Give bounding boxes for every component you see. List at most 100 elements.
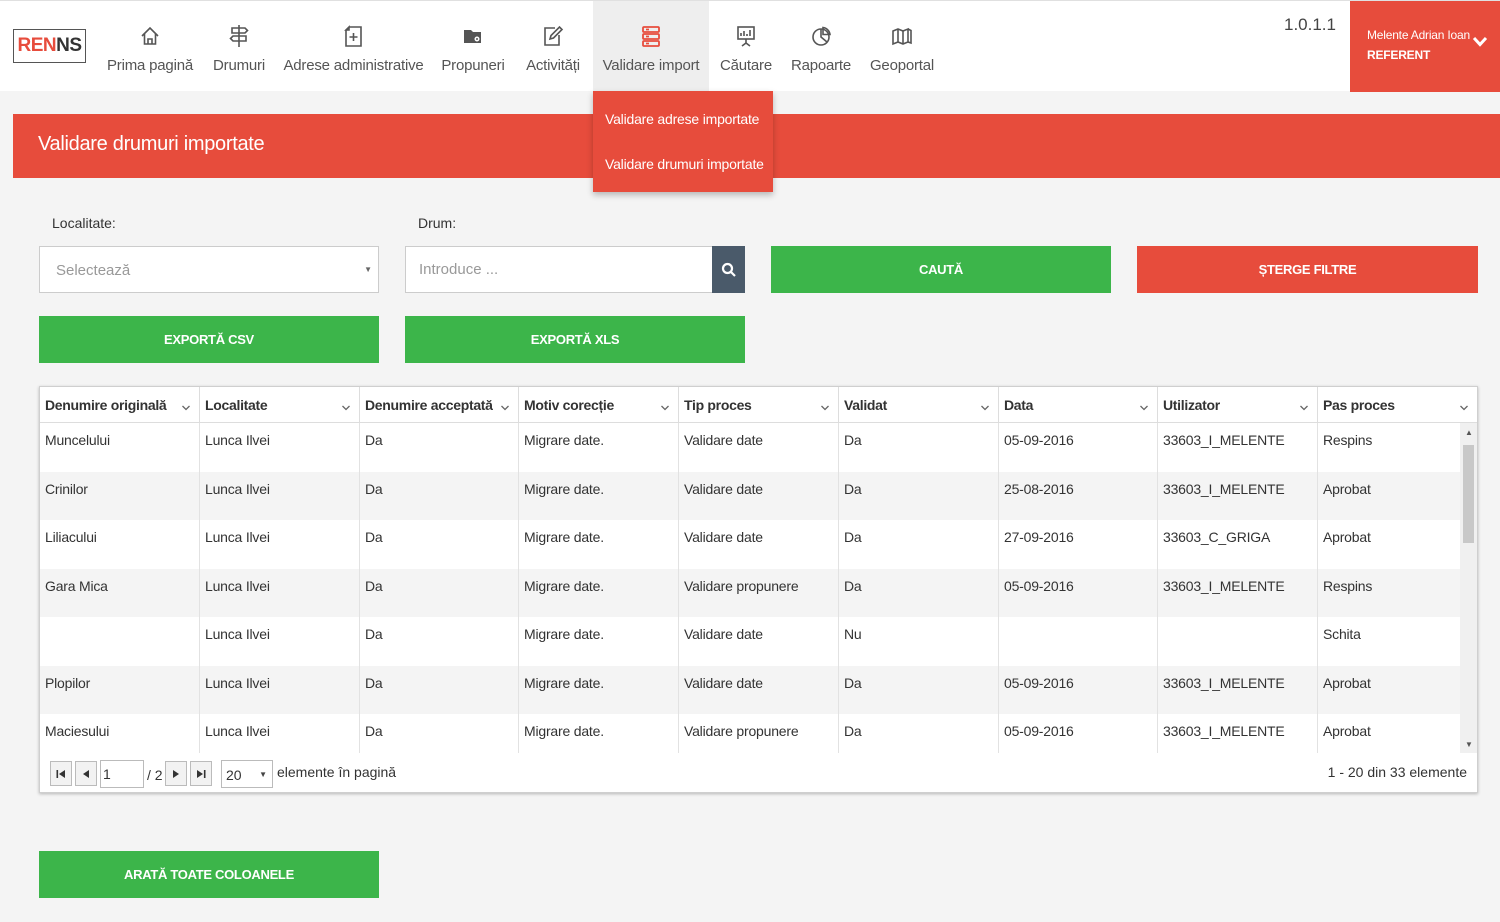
search-button[interactable]: CAUTĂ (771, 246, 1111, 293)
table-cell: Validare date (679, 423, 839, 472)
column-header-label: Validat (844, 397, 888, 413)
submenu-item-validare-adrese[interactable]: Validare adrese importate (605, 111, 760, 127)
column-header[interactable]: Validat (839, 387, 999, 423)
nav-item-geoportal[interactable]: Geoportal (866, 1, 938, 92)
table-cell-text: Da (365, 529, 383, 545)
chevron-down-icon[interactable] (820, 399, 830, 415)
chevron-down-icon[interactable] (1139, 399, 1149, 415)
page-number-input[interactable] (100, 760, 144, 788)
table-row[interactable]: Lunca Ilvei Da Migrare date. Validare date N… (40, 617, 1460, 666)
app-logo[interactable]: RENNS (13, 29, 86, 63)
table-cell-text: Da (365, 723, 383, 739)
chevron-down-icon[interactable] (500, 399, 510, 415)
localitate-select[interactable]: Selectează ▼ (39, 246, 379, 293)
table-cell-text: Da (844, 577, 862, 594)
submenu-item-validare-drumuri[interactable]: Validare drumuri importate (605, 156, 764, 172)
table-cell: Lunca Ilvei (200, 520, 360, 569)
chevron-down-icon[interactable] (980, 399, 990, 415)
map-icon (891, 23, 913, 49)
table-row[interactable]: Plopilor Lunca Ilvei Da Migrare date. Valida… (40, 665, 1460, 714)
chevron-down-icon[interactable] (1459, 399, 1469, 415)
table-cell: Validare date (679, 617, 839, 666)
table-cell: Da (839, 520, 999, 569)
clear-filters-button[interactable]: ȘTERGE FILTRE (1137, 246, 1478, 293)
column-header[interactable]: Denumire acceptată (360, 387, 519, 423)
scroll-down-icon[interactable]: ▼ (1465, 740, 1473, 749)
nav-item-cautare[interactable]: Căutare (716, 1, 776, 92)
nav-label: Rapoarte (790, 57, 852, 74)
scroll-up-icon[interactable]: ▲ (1465, 428, 1473, 437)
nav-item-rapoarte[interactable]: Rapoarte (788, 1, 854, 92)
table-cell: Da (839, 423, 999, 472)
page-size-select[interactable]: 20 ▼ (221, 760, 273, 788)
prev-page-button[interactable] (75, 761, 97, 786)
table-cell-text: Schita (1323, 626, 1361, 642)
chevron-down-icon[interactable] (660, 399, 670, 415)
drum-search-button[interactable] (712, 246, 745, 293)
table-cell-text: Validare date (684, 432, 763, 448)
table-cell: Migrare date. (519, 520, 679, 569)
show-all-columns-button[interactable]: ARATĂ TOATE COLOANELE (39, 851, 379, 898)
drum-search-input[interactable] (405, 246, 712, 293)
column-header[interactable]: Localitate (200, 387, 360, 423)
chevron-down-icon[interactable] (181, 399, 191, 415)
grid-header: Denumire originală Localitate Denumire acc… (40, 387, 1477, 423)
nav-item-validare-import[interactable]: Validare import (593, 1, 709, 92)
column-header-label: Denumire originală (45, 397, 167, 413)
chevron-down-icon[interactable] (341, 399, 351, 415)
last-page-button[interactable] (190, 761, 212, 786)
table-cell-text: Aprobat (1323, 529, 1371, 545)
table-cell-text: Migrare date. (524, 529, 604, 545)
nav-item-adrese-administrative[interactable]: Adrese administrative (283, 1, 424, 92)
scrollbar-thumb[interactable] (1463, 445, 1474, 543)
table-cell: Validare date (679, 471, 839, 520)
top-navigation: RENNS Prima pagină Drumuri Adrese admini… (0, 0, 1500, 92)
table-cell-text: Lunca Ilvei (205, 432, 270, 448)
table-cell: Maciesului (40, 714, 200, 753)
column-header[interactable]: Utilizator (1158, 387, 1318, 423)
page-title: Validare drumuri importate (38, 133, 265, 155)
column-header[interactable]: Tip proces (679, 387, 839, 423)
table-cell (999, 617, 1158, 666)
table-row[interactable]: Muncelului Lunca Ilvei Da Migrare date. Vali… (40, 423, 1460, 472)
vertical-scrollbar[interactable]: ▲ ▼ (1460, 423, 1477, 753)
table-cell-text: 33603_I_MELENTE (1163, 723, 1285, 739)
table-cell: Migrare date. (519, 423, 679, 472)
table-row[interactable]: Gara Mica Lunca Ilvei Da Migrare date. Valid… (40, 568, 1460, 617)
chevron-down-icon[interactable] (1299, 399, 1309, 415)
table-cell-text: Da (844, 674, 862, 691)
table-row[interactable]: Liliacului Lunca Ilvei Da Migrare date. Vali… (40, 520, 1460, 569)
table-row[interactable]: Crinilor Lunca Ilvei Da Migrare date. Valida… (40, 471, 1460, 520)
column-header[interactable]: Motiv corecție (519, 387, 679, 423)
table-cell (1158, 617, 1318, 666)
table-cell-text: 05-09-2016 (1004, 577, 1074, 594)
column-header[interactable]: Data (999, 387, 1158, 423)
table-cell-text: Validare date (684, 626, 763, 642)
export-csv-button[interactable]: EXPORTĂ CSV (39, 316, 379, 363)
table-cell-text: Respins (1323, 432, 1373, 448)
next-page-button[interactable] (165, 761, 187, 786)
table-cell: 33603_C_GRIGA (1158, 520, 1318, 569)
table-cell-text: 05-09-2016 (1004, 674, 1074, 691)
export-xls-button[interactable]: EXPORTĂ XLS (405, 316, 745, 363)
column-header[interactable]: Denumire originală (40, 387, 200, 423)
table-cell: Da (360, 471, 519, 520)
folder-gear-icon (462, 23, 484, 49)
nav-item-propuneri[interactable]: Propuneri (438, 1, 508, 92)
table-cell-text: Da (844, 432, 862, 448)
table-cell: 33603_I_MELENTE (1158, 665, 1318, 714)
user-menu[interactable]: Melente Adrian Ioan REFERENT (1350, 1, 1500, 92)
nav-item-prima-pagina[interactable]: Prima pagină (104, 1, 196, 92)
table-cell: Da (839, 714, 999, 753)
table-cell-text: Validare propunere (684, 723, 799, 739)
nav-item-activitati[interactable]: Activități (521, 1, 585, 92)
table-cell-text: Plopilor (45, 674, 91, 691)
page-size-value: 20 (226, 767, 242, 783)
table-cell-text: Lunca Ilvei (205, 480, 270, 497)
first-page-button[interactable] (50, 761, 72, 786)
table-cell: 05-09-2016 (999, 665, 1158, 714)
column-header[interactable]: Pas proces (1318, 387, 1477, 423)
nav-item-drumuri[interactable]: Drumuri (207, 1, 271, 92)
table-row[interactable]: Maciesului Lunca Ilvei Da Migrare date. Vali… (40, 714, 1460, 753)
chevron-down-icon (1472, 35, 1488, 54)
